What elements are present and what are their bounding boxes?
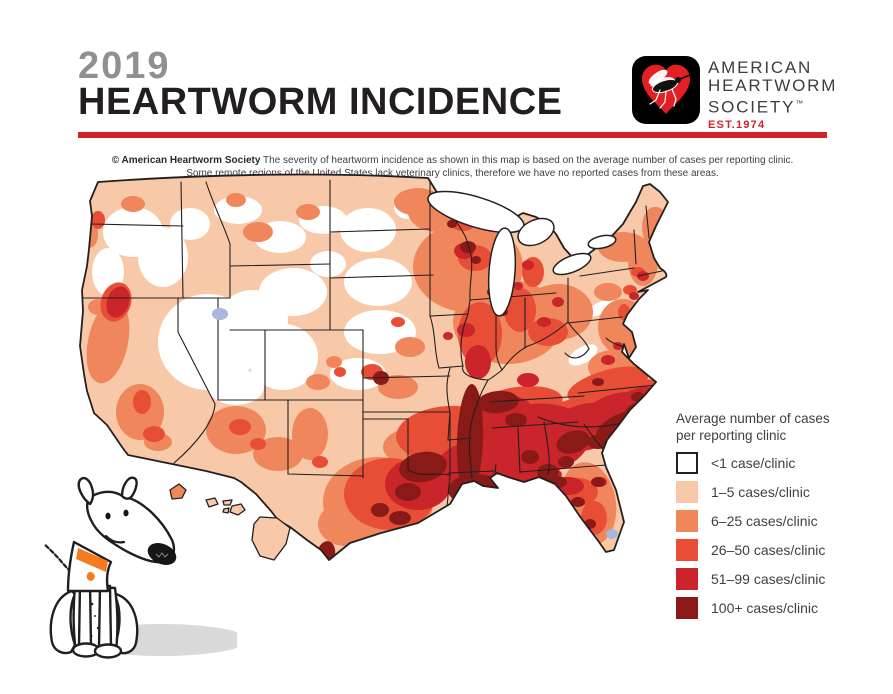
lake-huron (517, 217, 555, 247)
legend-item: 100+ cases/clinic (676, 597, 891, 619)
dog-collar (76, 548, 108, 572)
title-block: 2019 HEARTWORM INCIDENCE (78, 45, 563, 123)
legend-swatch (676, 510, 698, 532)
island-oahu (205, 497, 219, 508)
dog-eye-right (123, 509, 129, 517)
logo-org-line2: HEARTWORM (708, 76, 838, 95)
ahs-logo-text: AMERICAN HEARTWORM SOCIETY™ EST.1974 (708, 56, 837, 131)
legend-item: 1–5 cases/clinic (676, 481, 891, 503)
island-molokai (222, 499, 233, 506)
legend-item: 51–99 cases/clinic (676, 568, 891, 590)
incidence-blobs (81, 177, 666, 561)
dog-paw-right (93, 643, 123, 659)
logo-established: EST.1974 (708, 118, 766, 131)
ahs-logo: AMERICAN HEARTWORM SOCIETY™ EST.1974 (632, 56, 837, 131)
island-lanai (222, 507, 230, 514)
logo-org-line3: SOCIETY™ (708, 97, 806, 117)
dog-eye-left (105, 512, 111, 520)
lake-okeechobee (606, 529, 618, 539)
dog-ear-right (120, 476, 138, 500)
dog-leg-left (77, 582, 93, 648)
legend-swatch (676, 539, 698, 561)
legend-label: <1 case/clinic (711, 455, 796, 471)
logo-org-line1: AMERICAN (708, 58, 813, 77)
red-divider-rule (78, 132, 827, 138)
island-maui (229, 503, 246, 516)
legend-swatch (676, 568, 698, 590)
lake-ontario (587, 234, 617, 250)
report-year: 2019 (78, 45, 171, 87)
trademark-symbol: ™ (795, 99, 806, 108)
legend-item: <1 case/clinic (676, 452, 891, 474)
heart-mosquito-icon (632, 56, 700, 124)
legend-label: 51–99 cases/clinic (711, 571, 826, 587)
lake-erie (552, 252, 592, 276)
dog-nose-highlight (155, 552, 169, 558)
page-title: HEARTWORM INCIDENCE (78, 81, 563, 123)
dog-collar-tag (86, 572, 95, 581)
legend-label: 6–25 cases/clinic (711, 513, 818, 529)
dog-mascot-illustration (42, 476, 237, 659)
copyright-holder: © American Heartworm Society (111, 155, 261, 166)
map-legend: Average number of cases per reporting cl… (676, 410, 891, 626)
lake-michigan (487, 227, 517, 317)
us-heartworm-incidence-map (79, 173, 669, 561)
dog-leg-right (97, 584, 113, 649)
great-lakes (427, 190, 617, 317)
legend-item: 6–25 cases/clinic (676, 510, 891, 532)
dog-haunch-left (49, 589, 77, 655)
dog-nose (147, 543, 177, 565)
legend-label: 1–5 cases/clinic (711, 484, 810, 500)
legend-label: 100+ cases/clinic (711, 600, 819, 616)
dog-haunch-right (113, 592, 139, 655)
legend-item: 26–50 cases/clinic (676, 539, 891, 561)
dog-smile (104, 534, 126, 544)
hawaii-islands (169, 483, 291, 561)
legend-label: 26–50 cases/clinic (711, 542, 826, 558)
great-salt-lake (212, 308, 228, 320)
legend-swatch (676, 481, 698, 503)
island-hawaii (251, 516, 291, 561)
legend-title: Average number of cases per reporting cl… (676, 411, 830, 443)
island-kauai (169, 483, 187, 500)
copyright-disclaimer: © American Heartworm Society The severit… (111, 155, 794, 179)
dog-ear-left (77, 476, 95, 506)
legend-swatch (676, 597, 698, 619)
legend-swatch (676, 452, 698, 474)
incidence-under1-patches (92, 195, 616, 405)
